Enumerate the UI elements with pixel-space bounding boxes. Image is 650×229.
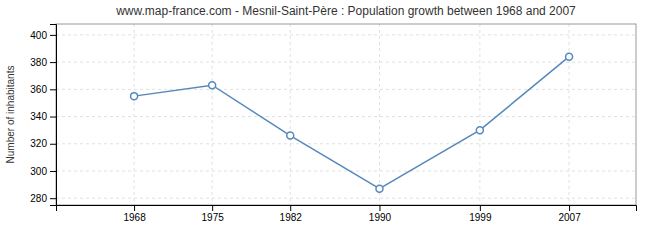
y-tick-mark xyxy=(50,117,56,118)
grid-line-y xyxy=(56,34,636,35)
x-tick-mark xyxy=(212,205,213,211)
y-tick-label: 400 xyxy=(30,30,47,41)
point xyxy=(476,127,483,134)
x-tick-label: 1975 xyxy=(202,212,225,223)
grid xyxy=(56,24,636,205)
x-tick: 1982 xyxy=(280,205,303,223)
x-tick-label: 1968 xyxy=(123,212,146,223)
y-tick-mark xyxy=(50,171,56,172)
y-tick-label: 340 xyxy=(30,111,47,122)
y-tick: 360 xyxy=(30,84,56,95)
plot-area xyxy=(131,53,573,192)
y-tick-label: 280 xyxy=(30,193,47,204)
y-tick-label: 320 xyxy=(30,138,47,149)
title: www.map-france.com - Mesnil-Saint-Père :… xyxy=(115,4,576,18)
grid-line-y xyxy=(56,170,636,171)
x-tick: 2007 xyxy=(558,205,581,223)
x-tick: 1990 xyxy=(369,205,392,223)
x-tick-mark xyxy=(290,205,291,211)
y-tick: 300 xyxy=(30,166,56,177)
x-tick-mark xyxy=(379,205,380,211)
y-tick: 380 xyxy=(30,57,56,68)
grid-line-x xyxy=(134,24,135,205)
x-tick-label: 1990 xyxy=(369,212,392,223)
grid-line-y xyxy=(56,116,636,117)
y-tick-mark xyxy=(50,62,56,63)
chart: 1968 1975 1982 1990 1999 2007 280 300 320 340 360 3… xyxy=(0,0,650,229)
y-tick-label: 380 xyxy=(30,57,47,68)
x-tick-label: 2007 xyxy=(558,212,581,223)
y-tick-mark xyxy=(50,35,56,36)
y-tick-mark xyxy=(50,198,56,199)
plot-frame xyxy=(56,24,636,205)
y-axis: 280 300 320 340 360 380 400 xyxy=(30,25,56,206)
point xyxy=(287,132,294,139)
y-label: Number of inhabitants xyxy=(5,66,16,164)
x-tick: 1999 xyxy=(469,205,492,223)
x-tick-label: 1999 xyxy=(469,212,492,223)
point xyxy=(566,53,573,60)
grid-line-y xyxy=(56,62,636,63)
point xyxy=(131,93,138,100)
axis-domain xyxy=(50,25,57,206)
y-tick-label: 360 xyxy=(30,84,47,95)
point xyxy=(376,185,383,192)
line xyxy=(134,57,569,189)
axis-domain xyxy=(57,206,637,212)
grid-line-x xyxy=(379,24,380,205)
y-tick-mark xyxy=(50,89,56,90)
y-tick: 400 xyxy=(30,30,56,41)
grid-line-x xyxy=(569,24,570,205)
x-tick-mark xyxy=(134,205,135,211)
grid-line-x xyxy=(290,24,291,205)
y-tick: 320 xyxy=(30,138,56,149)
y-tick-label: 300 xyxy=(30,166,47,177)
y-tick-mark xyxy=(50,144,56,145)
grid-line-y xyxy=(56,198,636,199)
x-tick-mark xyxy=(480,205,481,211)
x-tick-label: 1982 xyxy=(280,212,303,223)
x-tick: 1968 xyxy=(123,205,146,223)
x-tick: 1975 xyxy=(202,205,225,223)
grid-line-y xyxy=(56,89,636,90)
x-axis: 1968 1975 1982 1990 1999 2007 xyxy=(57,205,637,223)
grid-line-x xyxy=(479,24,480,205)
grid-line-x xyxy=(212,24,213,205)
y-tick: 340 xyxy=(30,111,56,122)
point xyxy=(209,82,216,89)
x-tick-mark xyxy=(569,205,570,211)
grid-line-y xyxy=(56,143,636,144)
y-tick: 280 xyxy=(30,193,56,204)
